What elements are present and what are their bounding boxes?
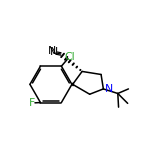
Polygon shape <box>72 83 73 86</box>
Text: Cl: Cl <box>64 52 75 62</box>
Text: F: F <box>28 98 35 108</box>
Text: N: N <box>48 46 57 56</box>
Text: N: N <box>105 84 113 94</box>
Text: N: N <box>50 47 59 57</box>
